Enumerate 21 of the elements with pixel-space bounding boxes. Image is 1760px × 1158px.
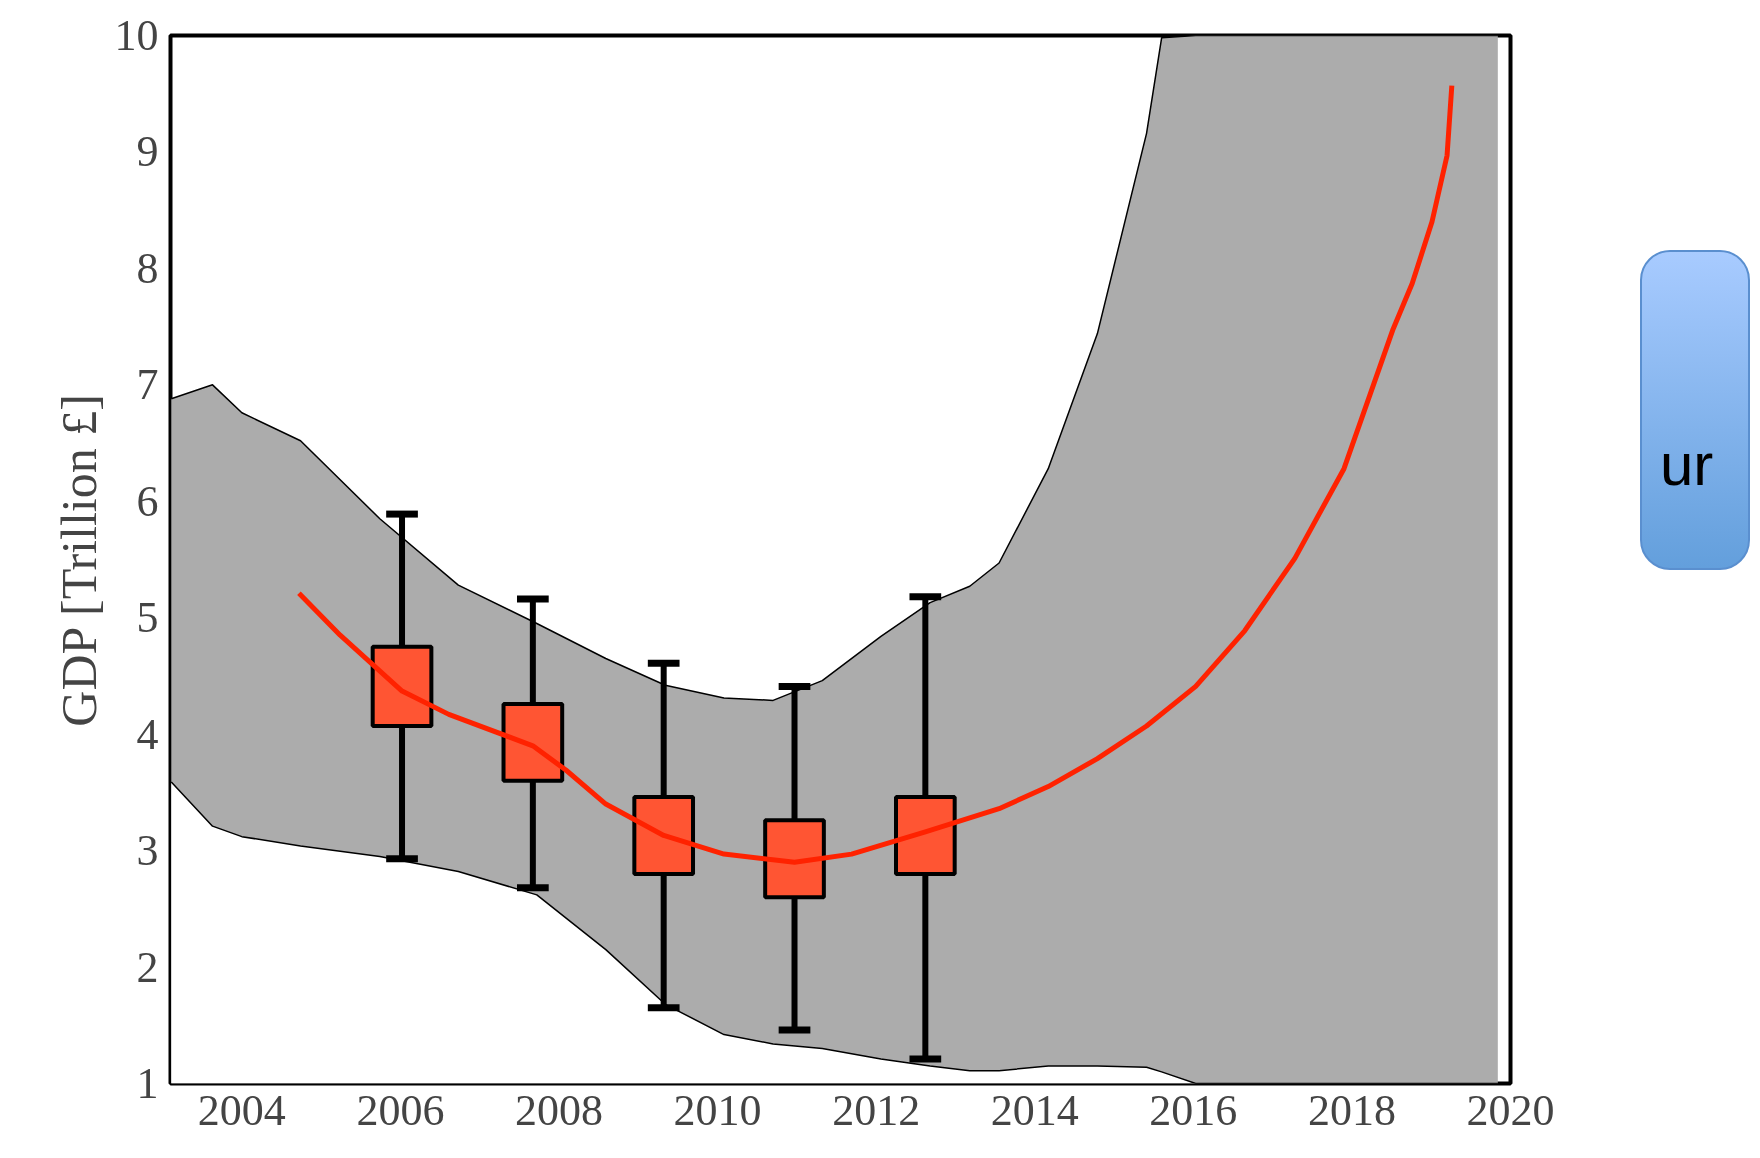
x-tick-label: 2014 [990,1085,1079,1135]
y-tick-label: 2 [136,942,159,992]
y-tick-label: 9 [136,127,159,177]
y-tick-label: 5 [136,593,159,643]
x-tick-label: 2018 [1307,1085,1396,1135]
y-tick-label: 7 [136,360,159,410]
y-tick-label: 8 [136,243,159,293]
y-tick-label: 10 [114,11,159,60]
x-tick-label: 2008 [515,1085,604,1135]
y-tick-label: 4 [136,709,159,759]
x-tick-label: 2004 [197,1085,286,1135]
x-tick-label: 2010 [673,1085,762,1135]
x-tick-label: 2006 [356,1085,445,1135]
x-tick-label: 2012 [832,1085,921,1135]
x-tick-label: 2020 [1466,1085,1555,1135]
y-tick-label: 6 [136,476,159,526]
x-tick-label: 2016 [1149,1085,1238,1135]
y-axis-title: GDP [Trillion £] [50,394,107,727]
y-tick-label: 1 [136,1059,159,1108]
text: ur [1660,430,1714,500]
y-tick-label: 3 [136,826,159,876]
